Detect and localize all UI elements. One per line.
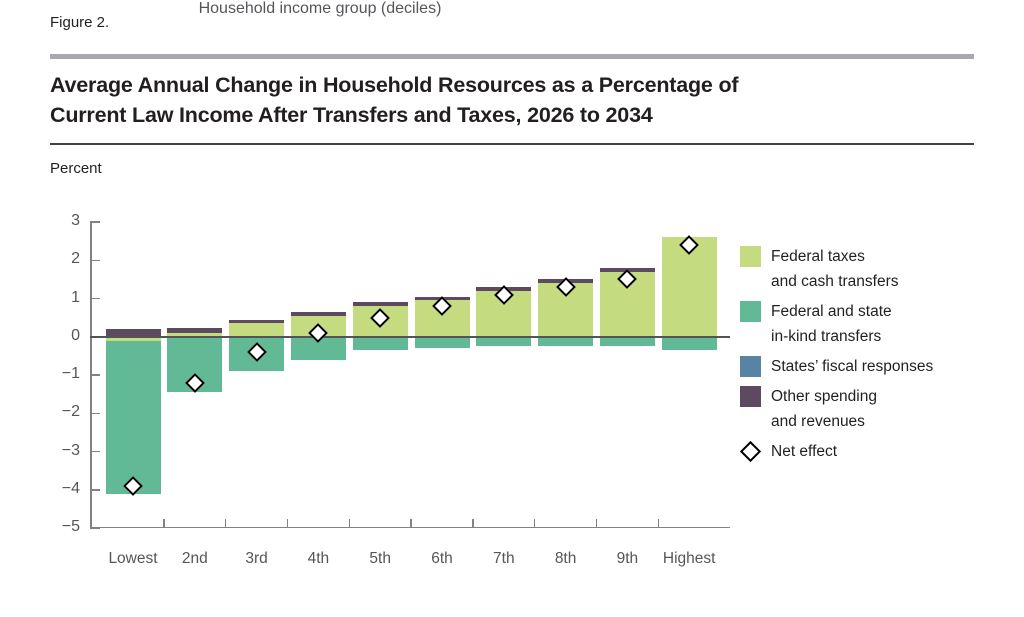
- legend-item-federal-and-state-in-kind-transfers: Federal and state in-kind transfers: [740, 299, 1000, 349]
- bar-segment-other-spending-and-revenues: [105, 329, 161, 337]
- x-axis-line: [90, 526, 730, 528]
- legend-item-federal-taxes-and-cash-transfers: Federal taxes and cash transfers: [740, 244, 1000, 294]
- legend-label: Net effect: [771, 443, 838, 460]
- legend-label: Other spending and revenues: [771, 388, 877, 430]
- bar-segment-other-spending-and-revenues: [352, 302, 408, 307]
- net-effect-diamond-icon: [739, 440, 762, 463]
- bar-segment-federal-and-state-in-kind-transfers: [352, 336, 408, 351]
- bar-segment-federal-and-state-in-kind-transfers: [661, 336, 717, 351]
- legend-swatch-federal-taxes-and-cash-transfers-icon: [740, 246, 761, 267]
- bar-segment-federal-and-state-in-kind-transfers: [105, 340, 161, 494]
- legend-swatch-federal-and-state-in-kind-transfers-icon: [740, 301, 761, 322]
- x-axis-label: Highest: [662, 550, 716, 567]
- y-tick-label: −3: [61, 441, 80, 459]
- y-tick: [90, 374, 100, 376]
- bar-segment-federal-taxes-and-cash-transfers: [229, 323, 285, 337]
- x-axis-label: 6th: [431, 550, 453, 567]
- x-tick: [472, 519, 474, 527]
- legend-label: Federal and state in-kind transfers: [771, 303, 892, 345]
- x-tick: [595, 519, 598, 527]
- y-tick-label: 3: [71, 212, 80, 229]
- y-tick-label: −2: [61, 403, 80, 421]
- y-tick: [90, 489, 100, 491]
- x-axis-label: 5th: [369, 550, 391, 567]
- legend-swatch-states-fiscal-responses-icon: [740, 356, 761, 377]
- y-tick-label: 1: [71, 288, 80, 306]
- x-tick: [410, 519, 412, 527]
- bar-segment-other-spending-and-revenues: [229, 319, 285, 324]
- y-tick: [90, 412, 100, 414]
- bar-segment-federal-and-state-in-kind-transfers: [599, 336, 655, 347]
- y-tick-label: 0: [71, 326, 80, 344]
- x-tick: [533, 519, 536, 527]
- x-tick: [163, 519, 165, 527]
- y-tick: [90, 527, 100, 529]
- x-tick: [224, 519, 227, 527]
- x-axis-label: 4th: [307, 550, 330, 567]
- x-axis-label: 8th: [554, 550, 577, 567]
- y-tick: [90, 221, 100, 223]
- legend-item-other-spending-and-revenues: Other spending and revenues: [740, 384, 1000, 434]
- figure-number-label: Figure 2.: [50, 14, 110, 31]
- top-rule-divider: [50, 54, 974, 59]
- y-tick-label: −4: [61, 479, 80, 497]
- zero-axis-line: [90, 336, 730, 338]
- y-tick-label: 2: [71, 250, 80, 268]
- bar-segment-federal-and-state-in-kind-transfers: [414, 336, 470, 349]
- x-axis-title: Household income group (deciles): [198, 0, 442, 17]
- x-axis-label: 9th: [616, 550, 639, 567]
- x-tick: [348, 519, 351, 527]
- chart-legend: Federal taxes and cash transfers Federal a…: [739, 244, 1000, 469]
- y-axis-unit-label: Percent: [50, 160, 102, 177]
- x-axis-label: Lowest: [108, 550, 158, 567]
- y-tick-label: −5: [61, 518, 80, 535]
- diamond-icon: [739, 440, 762, 463]
- title-rule-divider: [50, 143, 974, 145]
- x-axis-label: 2nd: [181, 550, 208, 567]
- chart-title-line-2: Current Law Income After Transfers and T…: [50, 103, 653, 127]
- chart-title-line-1: Average Annual Change in Household Resou…: [50, 73, 739, 97]
- x-axis-label: 7th: [493, 550, 515, 567]
- bar-segment-federal-and-state-in-kind-transfers: [476, 336, 532, 347]
- x-axis-label: 3rd: [245, 550, 268, 567]
- bar-segment-federal-taxes-and-cash-transfers: [105, 336, 161, 341]
- chart-title: Average Annual Change in Household Resou…: [50, 70, 980, 130]
- legend-swatch-other-spending-and-revenues-icon: [740, 386, 761, 407]
- y-tick-label: −1: [61, 365, 80, 382]
- legend-label: States’ fiscal responses: [771, 358, 934, 375]
- bar-segment-federal-and-state-in-kind-transfers: [538, 336, 594, 347]
- bar-segment-other-spending-and-revenues: [290, 311, 346, 316]
- x-tick: [286, 519, 289, 527]
- bar-segment-federal-and-state-in-kind-transfers: [290, 336, 346, 360]
- bar-segment-federal-taxes-and-cash-transfers: [167, 332, 223, 337]
- bar-segment-other-spending-and-revenues: [167, 328, 223, 333]
- legend-item-states-fiscal-responses: States’ fiscal responses: [740, 354, 1000, 379]
- x-tick: [657, 519, 660, 527]
- legend-label: Federal taxes and cash transfers: [771, 248, 899, 290]
- y-tick: [90, 259, 100, 261]
- legend-item-net-effect: Net effect: [739, 439, 1000, 464]
- y-tick: [90, 297, 100, 300]
- y-tick: [90, 450, 100, 453]
